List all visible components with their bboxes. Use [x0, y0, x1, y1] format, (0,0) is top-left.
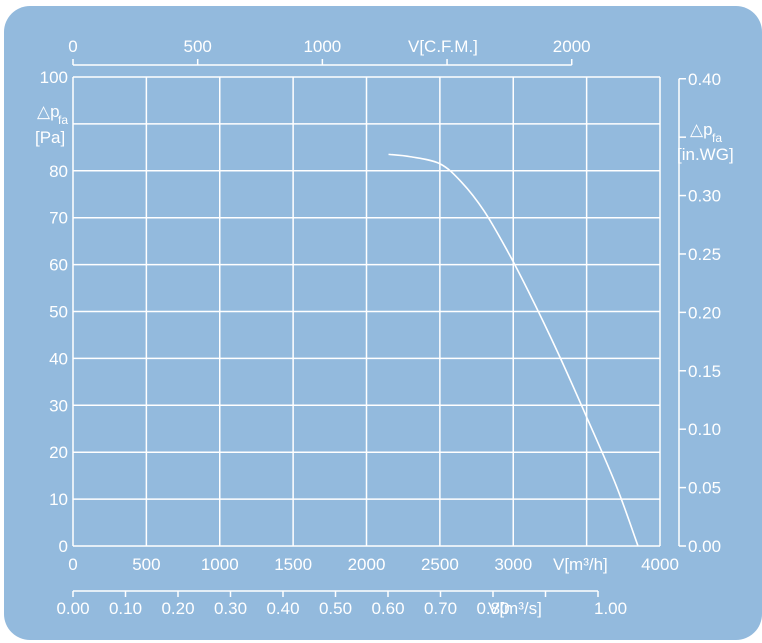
top-tick-label: 2000 — [553, 37, 591, 56]
extra-tick-label: 0.10 — [109, 599, 142, 618]
right-tick-label: 0.10 — [688, 420, 721, 439]
bottom-tick-label: 3000 — [494, 555, 532, 574]
right-axis-unit: [in.WG] — [677, 145, 734, 164]
left-tick-label: 80 — [49, 162, 68, 181]
left-tick-label: 100 — [40, 68, 68, 87]
right-axis-label-main: △p — [690, 120, 713, 139]
extra-tick-label: 0.80 — [476, 599, 509, 618]
extra-tick-label: 0.30 — [214, 599, 247, 618]
extra-tick-label: 0.20 — [161, 599, 194, 618]
right-tick-label: 0.25 — [688, 245, 721, 264]
extra-tick-label: 0.50 — [319, 599, 352, 618]
top-tick-label: 0 — [68, 37, 77, 56]
bottom-tick-label: 4000 — [641, 555, 679, 574]
left-tick-label: 10 — [49, 490, 68, 509]
extra-tick-label: 1.00 — [594, 599, 627, 618]
left-tick-label: 40 — [49, 349, 68, 368]
bottom-tick-label: 500 — [132, 555, 160, 574]
bottom-tick-label: 1500 — [274, 555, 312, 574]
right-tick-label: 0.20 — [688, 303, 721, 322]
left-tick-label: 20 — [49, 443, 68, 462]
axes — [72, 59, 686, 597]
left-tick-label: 50 — [49, 303, 68, 322]
top-tick-label: 1000 — [303, 37, 341, 56]
extra-tick-label: 0.00 — [56, 599, 89, 618]
performance-curve — [388, 153, 639, 547]
left-axis-unit: [Pa] — [35, 128, 65, 147]
right-tick-label: 0.40 — [688, 70, 721, 89]
right-tick-label: 0.30 — [688, 187, 721, 206]
left-tick-label: 0 — [59, 537, 68, 556]
top-axis-label: V[C.F.M.] — [408, 37, 478, 56]
bottom-axis-label: V[m³/h] — [553, 555, 608, 574]
chart-panel — [4, 6, 762, 640]
right-tick-label: 0.00 — [688, 537, 721, 556]
left-axis-label-sub: fa — [58, 113, 68, 127]
left-tick-label: 30 — [49, 396, 68, 415]
bottom-tick-label: 1000 — [201, 555, 239, 574]
top-tick-label: 500 — [183, 37, 211, 56]
extra-axis-label: V[m³/s] — [488, 599, 542, 618]
bottom-tick-label: 2000 — [348, 555, 386, 574]
right-tick-label: 0.15 — [688, 362, 721, 381]
left-tick-label: 60 — [49, 256, 68, 275]
grid — [72, 76, 661, 547]
bottom-tick-label: 2500 — [421, 555, 459, 574]
right-axis-label-sub: fa — [712, 131, 722, 145]
right-tick-label: 0.05 — [688, 479, 721, 498]
left-tick-label: 70 — [49, 209, 68, 228]
tick-labels: 0 500 1000 20000.000.050.100.150.200.250.30… — [40, 37, 721, 618]
left-axis-label-main: △p — [37, 102, 60, 121]
series — [388, 153, 639, 547]
bottom-tick-label: 0 — [68, 555, 77, 574]
extra-tick-label: 0.70 — [424, 599, 457, 618]
extra-tick-label: 0.40 — [266, 599, 299, 618]
extra-tick-label: 0.60 — [371, 599, 404, 618]
